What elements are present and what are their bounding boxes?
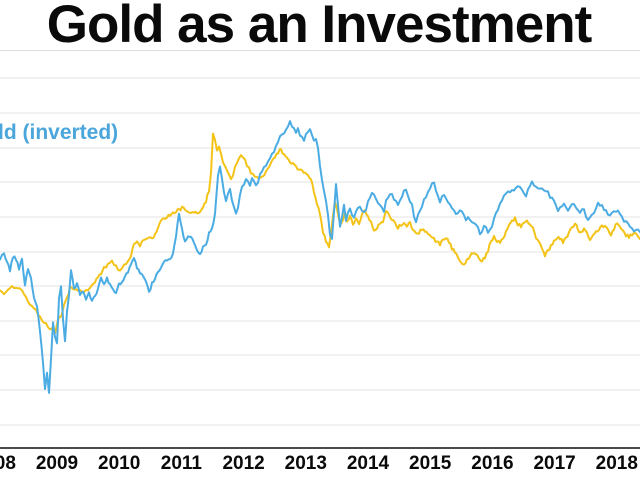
chart-title: Gold as an Investment [46, 0, 592, 54]
legend-blue-series-label: ld (inverted) [0, 121, 119, 144]
x-tick-label-2010: 2010 [98, 453, 140, 474]
series-line-inverted-yield-blue [0, 120, 640, 394]
title-bar: Gold as an Investment [0, 0, 640, 54]
x-tick-label-2018: 2018 [596, 453, 638, 474]
x-tick-label-2013: 2013 [285, 453, 327, 474]
x-tick-label-2015: 2015 [409, 453, 452, 474]
x-tick-label-2009: 2009 [36, 453, 78, 474]
x-tick-label-2016: 2016 [471, 453, 513, 474]
x-tick-label-2017: 2017 [533, 453, 575, 474]
title-divider [0, 50, 640, 51]
x-tick-label-2008: 2008 [0, 453, 16, 474]
x-tick-label-2011: 2011 [161, 453, 203, 474]
series-line-gold-price-yellow [0, 132, 640, 335]
x-tick-label-2014: 2014 [347, 453, 390, 474]
x-tick-label-2012: 2012 [222, 453, 264, 474]
